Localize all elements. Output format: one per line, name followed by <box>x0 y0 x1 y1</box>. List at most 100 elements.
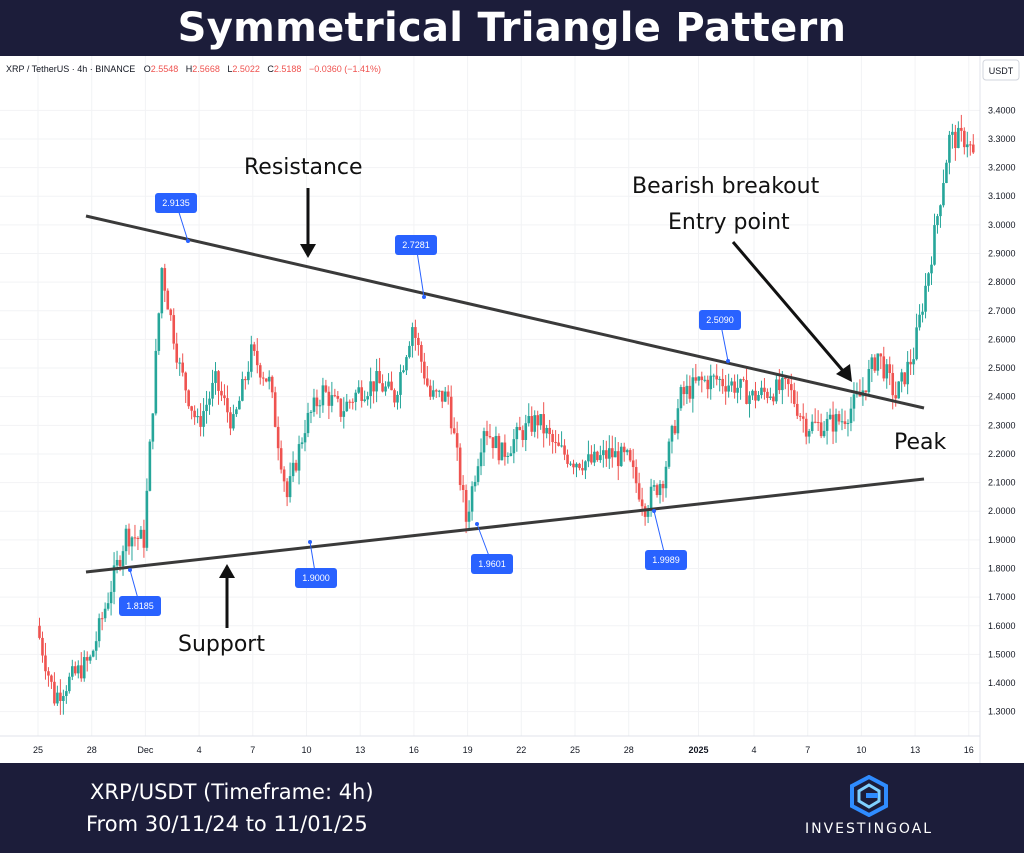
marker-box <box>471 554 513 574</box>
candle-up <box>247 371 250 381</box>
candle-down <box>59 692 62 701</box>
candle-down <box>733 381 736 393</box>
candle-down <box>542 414 545 434</box>
candle-up <box>709 375 713 390</box>
candle-down <box>673 425 677 434</box>
y-tick-label: 3.0000 <box>988 220 1016 230</box>
support-arrow-head <box>219 564 235 578</box>
candle-down <box>536 415 540 426</box>
candle-up <box>232 414 235 429</box>
candle-up <box>697 376 701 381</box>
candle-up <box>524 423 528 440</box>
x-tick-label: 16 <box>964 745 974 755</box>
candle-up <box>62 696 65 701</box>
candle-down <box>610 448 614 458</box>
candle-down <box>336 395 340 399</box>
candle-down <box>488 436 492 438</box>
candle-up <box>587 454 590 462</box>
candle-up <box>730 381 733 386</box>
candle-up <box>363 399 366 401</box>
candle-down <box>581 468 584 471</box>
candle-up <box>500 442 504 461</box>
trendlines <box>85 214 925 574</box>
candle-up <box>658 483 662 496</box>
y-tick-label: 2.1000 <box>988 478 1016 488</box>
resistance-arrow-head <box>300 244 316 258</box>
candle-up <box>676 408 680 434</box>
candle-down <box>789 384 793 391</box>
x-tick-label: 10 <box>856 745 866 755</box>
candle-up <box>575 463 578 468</box>
candle-up <box>56 692 59 704</box>
candle-down <box>85 657 89 661</box>
candle-up <box>608 448 611 459</box>
marker-label: 2.9135 <box>162 198 190 208</box>
candle-down <box>745 380 748 404</box>
footer: XRP/USDT (Timeframe: 4h) From 30/11/24 t… <box>0 763 1024 853</box>
candle-down <box>787 379 790 385</box>
candles <box>38 114 975 715</box>
candle-down <box>163 268 167 291</box>
candle-down <box>270 376 274 393</box>
candle-down <box>244 378 247 381</box>
candle-down <box>279 448 283 470</box>
candle-up <box>214 371 217 383</box>
y-tick-label: 2.6000 <box>988 334 1016 344</box>
candle-up <box>545 427 548 434</box>
x-tick-label: 7 <box>805 745 810 755</box>
candle-down <box>258 365 262 378</box>
candle-up <box>718 378 721 380</box>
candle-up <box>399 372 402 395</box>
footer-date-range: From 30/11/24 to 11/01/25 <box>86 812 368 836</box>
resistance-trendline <box>85 214 925 410</box>
candle-down <box>754 390 757 401</box>
x-tick-label: 22 <box>516 745 526 755</box>
candle-up <box>437 390 441 392</box>
marker-label: 1.9989 <box>652 555 680 565</box>
candle-down <box>706 379 710 390</box>
candle-up <box>112 565 116 592</box>
candle-up <box>68 676 71 692</box>
candle-down <box>643 506 647 517</box>
candle-down <box>184 372 187 391</box>
candle-up <box>318 405 322 407</box>
x-tick-label: 4 <box>197 745 202 755</box>
candle-down <box>971 144 975 153</box>
candle-up <box>912 359 915 365</box>
y-tick-label: 2.9000 <box>988 249 1016 259</box>
candle-up <box>649 486 653 510</box>
candle-down <box>566 454 569 464</box>
candle-up <box>178 362 182 364</box>
candle-down <box>199 416 202 427</box>
candle-up <box>921 311 924 315</box>
y-tick-label: 1.7000 <box>988 592 1016 602</box>
candle-up <box>151 413 155 442</box>
candle-up <box>664 466 668 489</box>
candle-up <box>593 451 596 463</box>
candle-up <box>736 387 739 393</box>
y-tick-label: 1.9000 <box>988 535 1016 545</box>
candle-up <box>291 462 295 477</box>
candle-up <box>494 435 498 449</box>
brand-logo-icon <box>850 775 888 817</box>
candle-down <box>169 309 173 316</box>
axes: 3.4000 3.3000 3.2000 3.1000 3.0000 2.9000 2.80… <box>0 56 1016 763</box>
candle-up <box>924 285 927 312</box>
candle-up <box>387 381 390 387</box>
title-banner: Symmetrical Triangle Pattern <box>0 0 1024 56</box>
candle-down <box>193 410 196 418</box>
y-tick-label: 3.2000 <box>988 163 1016 173</box>
candle-up <box>945 162 948 184</box>
candle-down <box>491 437 495 449</box>
candle-down <box>554 442 557 444</box>
candle-down <box>455 433 459 448</box>
x-tick-label: 2025 <box>688 745 708 755</box>
candle-up <box>667 441 671 467</box>
candle-down <box>551 434 554 443</box>
marker-box <box>119 596 161 616</box>
marker-dot <box>308 540 312 544</box>
candle-down <box>640 499 644 507</box>
candle-down <box>333 395 337 397</box>
currency-button[interactable] <box>982 59 1020 81</box>
candle-up <box>312 397 316 412</box>
